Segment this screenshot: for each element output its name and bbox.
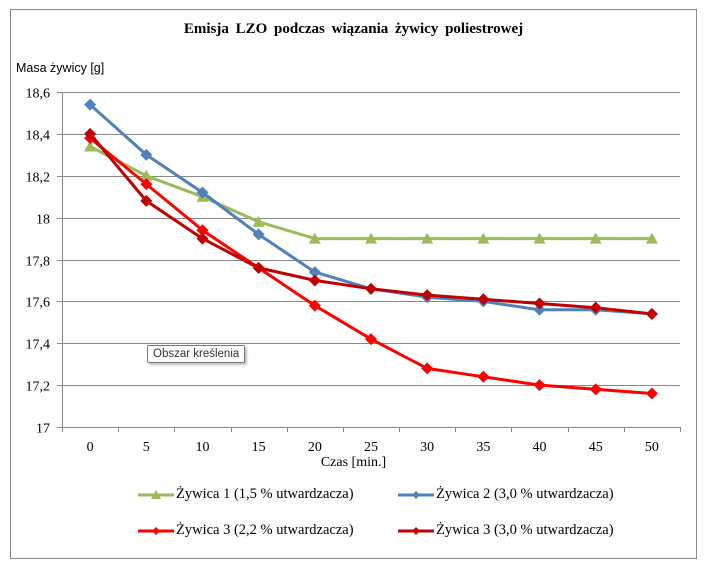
y-tick-label: 17,4: [26, 338, 51, 353]
x-axis-title: Czas [min.]: [320, 455, 387, 470]
x-tick-label: 20: [308, 440, 322, 455]
legend-item-series-3[interactable]: Żywica 3 (2,2 % utwardzacza): [138, 522, 354, 539]
legend-label: Żywica 3 (2,2 % utwardzacza): [176, 522, 354, 538]
y-tick-label: 17,8: [26, 255, 51, 270]
data-point-triangle: [477, 232, 490, 244]
y-tick-label: 17,6: [26, 296, 51, 311]
data-point-diamond: [589, 301, 602, 314]
x-tick-label: 25: [364, 440, 378, 455]
series-4: [84, 127, 658, 320]
data-point-diamond: [533, 303, 546, 316]
data-point-triangle: [645, 232, 658, 244]
legend-marker-triangle-icon: [138, 489, 174, 499]
data-point-triangle: [589, 232, 602, 244]
data-point-diamond: [533, 379, 546, 392]
plot-area-tooltip: Obszar kreślenia: [147, 345, 246, 363]
data-point-triangle: [365, 232, 377, 244]
x-tick-label: 35: [476, 440, 490, 455]
data-point-diamond: [477, 370, 490, 383]
data-point-diamond: [252, 261, 265, 274]
data-point-diamond: [477, 293, 490, 306]
legend-label: Żywica 3 (3,0 % utwardzacza): [436, 522, 614, 538]
y-axis-title: Masa żywicy [g]: [16, 61, 105, 75]
legend-label: Żywica 1 (1,5 % utwardzacza): [176, 486, 354, 502]
x-tick-label: 50: [645, 440, 659, 455]
data-point-diamond: [196, 186, 209, 199]
legend-marker-diamond-icon: [398, 490, 434, 499]
y-tick-label: 17,2: [26, 380, 51, 395]
chart-title: Emisja LZO podczas wiązania żywicy polie…: [183, 21, 524, 37]
data-point-triangle: [252, 215, 265, 227]
data-point-diamond: [140, 148, 153, 161]
y-tick-label: 18: [36, 213, 50, 228]
series-3: [84, 132, 658, 400]
x-tick-label: 40: [533, 440, 547, 455]
data-point-diamond: [140, 178, 153, 191]
series-lines: [84, 98, 658, 400]
legend-label: Żywica 2 (3,0 % utwardzacza): [436, 486, 614, 502]
y-tick-label: 17: [36, 422, 50, 437]
data-point-diamond: [365, 333, 377, 346]
data-point-diamond: [84, 98, 97, 111]
series-line: [89, 145, 652, 241]
data-point-diamond: [84, 127, 97, 140]
data-point-triangle: [308, 232, 321, 244]
y-tick-label: 18,2: [26, 171, 51, 186]
legend-item-series-4[interactable]: Żywica 3 (3,0 % utwardzacza): [398, 522, 614, 539]
data-point-diamond: [140, 194, 153, 207]
y-tick-label: 18,6: [26, 87, 51, 102]
y-tick-label: 18,4: [26, 129, 51, 144]
data-point-diamond: [421, 289, 434, 302]
series-1: [84, 140, 658, 244]
x-tick-label: 10: [195, 440, 209, 455]
data-point-diamond: [589, 383, 602, 396]
data-point-diamond: [421, 362, 434, 375]
x-tick-label: 30: [420, 440, 434, 455]
data-point-diamond: [196, 232, 209, 245]
legend-item-series-1[interactable]: Żywica 1 (1,5 % utwardzacza): [138, 486, 354, 503]
data-point-triangle: [421, 232, 434, 244]
legend-item-series-2[interactable]: Żywica 2 (3,0 % utwardzacza): [398, 486, 614, 503]
x-tick-label: 5: [143, 440, 150, 455]
gridlines: [62, 92, 680, 428]
data-point-diamond: [365, 282, 377, 295]
legend-marker-diamond-icon: [138, 526, 174, 535]
data-point-triangle: [140, 169, 153, 181]
data-point-diamond: [308, 274, 321, 287]
data-point-diamond: [308, 299, 321, 312]
data-point-diamond: [252, 228, 265, 241]
data-point-triangle: [533, 232, 546, 244]
data-point-diamond: [533, 297, 546, 310]
data-point-diamond: [308, 266, 321, 279]
x-axis-ticks: 0 5 10 15 20 25 30 35 40 45 50: [62, 427, 681, 455]
data-point-diamond: [196, 224, 209, 237]
legend-marker-diamond-icon: [398, 526, 434, 535]
data-point-diamond: [645, 307, 658, 320]
x-tick-label: 0: [87, 440, 94, 455]
data-point-diamond: [645, 387, 658, 400]
data-point-triangle: [84, 140, 97, 152]
series-line: [89, 103, 653, 316]
x-tick-label: 45: [589, 440, 603, 455]
y-axis-ticks: 17 17,2 17,4 17,6 17,8 18 18,2 18,4 18,6: [26, 87, 62, 437]
x-tick-label: 15: [252, 440, 266, 455]
